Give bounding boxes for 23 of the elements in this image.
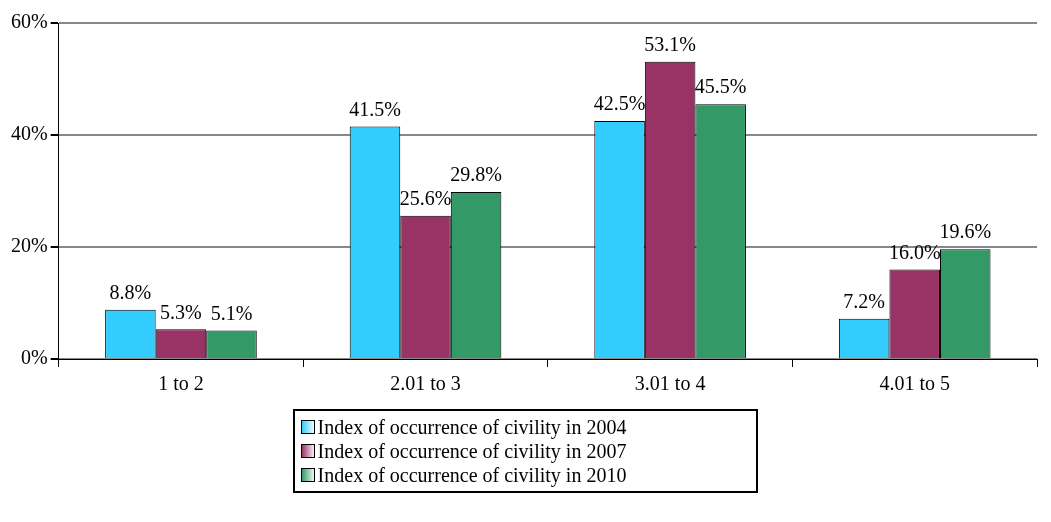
text: 8.8% <box>109 280 152 303</box>
text: 53.1% <box>644 32 696 55</box>
y-tick-label: 40% <box>10 122 48 145</box>
legend-label: Index of occurrence of civility in 2010 <box>317 463 627 487</box>
x-tick-label: 4.01 to 5 <box>879 372 950 395</box>
text: 42.5% <box>593 92 646 115</box>
x-tick-label: 2.01 to 3 <box>390 372 461 395</box>
y-tick-label: 20% <box>10 234 48 257</box>
text: 29.8% <box>450 163 502 186</box>
text: 41.5% <box>349 97 401 120</box>
y-tick-label: 0% <box>20 346 48 369</box>
text: 16.0% <box>888 240 941 263</box>
x-tick-label: 3.01 to 4 <box>634 372 706 395</box>
text: 25.6% <box>399 186 452 209</box>
x-tick-label: 1 to 2 <box>158 372 204 395</box>
legend-label: Index of occurrence of civility in 2004 <box>317 415 627 439</box>
text: 5.3% <box>160 300 202 323</box>
text: 19.6% <box>939 220 992 243</box>
y-tick-label: 60% <box>10 10 48 33</box>
text: 7.2% <box>843 289 885 312</box>
text: 5.1% <box>210 301 253 324</box>
legend-label: Index of occurrence of civility in 2007 <box>317 439 627 463</box>
text: 45.5% <box>694 75 747 98</box>
